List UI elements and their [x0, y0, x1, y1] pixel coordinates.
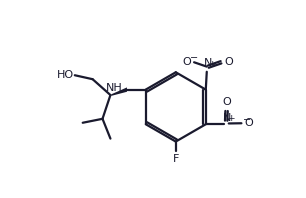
Polygon shape: [111, 88, 127, 96]
Text: O: O: [224, 57, 233, 67]
Text: +: +: [227, 114, 234, 123]
Text: −: −: [243, 115, 251, 125]
Text: O: O: [182, 57, 191, 67]
Text: +: +: [209, 60, 216, 69]
Text: −: −: [190, 53, 198, 63]
Text: O: O: [244, 118, 253, 128]
Text: F: F: [173, 154, 179, 165]
Text: NH: NH: [106, 83, 122, 93]
Text: O: O: [222, 97, 231, 107]
Text: HO: HO: [57, 70, 74, 80]
Text: N: N: [203, 58, 212, 68]
Text: N: N: [222, 113, 231, 123]
